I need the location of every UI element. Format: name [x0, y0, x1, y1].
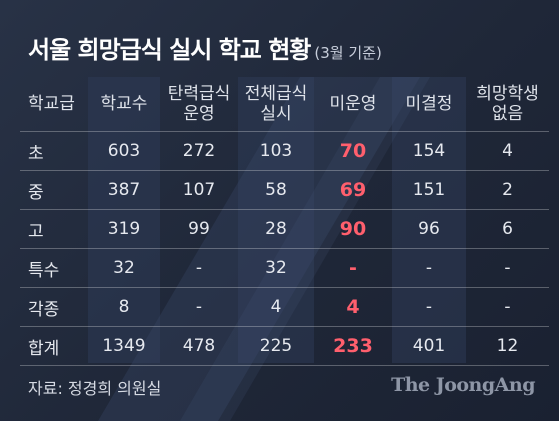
- table-row: 중 387 107 58 69 151 2: [20, 170, 549, 210]
- row-label: 특수: [28, 260, 60, 281]
- brand-logo: The JoongAng: [391, 374, 535, 396]
- table-cell: 319: [107, 219, 141, 239]
- column-header: 탄력급식 운영: [167, 84, 231, 124]
- title-subtitle: (3월 기준): [314, 44, 382, 62]
- table-header-row: 학교급 학교수 탄력급식 운영 전체급식 실시 미운영 미결정 희망학생 없음: [20, 77, 549, 132]
- table-cell: 103: [259, 141, 293, 161]
- table-cell: 4: [502, 141, 513, 161]
- table-cell: -: [425, 258, 433, 278]
- highlight-cell: 90: [339, 218, 367, 240]
- table-cell: 401: [412, 336, 446, 356]
- highlight-cell: 69: [339, 179, 367, 201]
- table-row: 합계 1349 478 225 233 401 12: [20, 326, 549, 366]
- highlight-cell: 70: [339, 140, 367, 162]
- table-cell: 28: [265, 219, 287, 239]
- table-cell: 2: [502, 180, 513, 200]
- table-cell: -: [425, 297, 433, 317]
- table-cell: 12: [496, 336, 519, 356]
- table-cell: 8: [118, 297, 130, 317]
- highlight-cell: 4: [346, 296, 360, 318]
- column-header: 미결정: [405, 94, 453, 114]
- column-band-undecided: [392, 77, 466, 363]
- row-label: 합계: [28, 338, 60, 359]
- column-header: 희망학생 없음: [476, 84, 539, 124]
- column-band-school-count: [88, 77, 160, 363]
- title-text: 서울 희망급식 실시 학교 현황: [28, 36, 311, 64]
- table-cell: 58: [265, 180, 287, 200]
- highlight-cell: 233: [333, 335, 373, 357]
- chart-title: 서울 희망급식 실시 학교 현황 (3월 기준): [28, 30, 382, 65]
- table-cell: 603: [107, 141, 141, 161]
- table-cell: 32: [265, 258, 287, 278]
- table-cell: 4: [270, 297, 282, 317]
- table-cell: 478: [182, 336, 216, 356]
- table-cell: 225: [259, 336, 293, 356]
- diagonal-band-light: [180, 77, 430, 421]
- column-band-full-meal: [238, 77, 314, 363]
- source-note: 자료: 정경희 의원실: [28, 379, 162, 398]
- table-cell: 107: [182, 180, 216, 200]
- row-label: 각종: [28, 299, 60, 320]
- table-cell: 6: [502, 219, 513, 239]
- table-row: 초 603 272 103 70 154 4: [20, 131, 549, 171]
- table-row: 고 319 99 28 90 96 6: [20, 209, 549, 249]
- column-header: 전체급식 실시: [244, 84, 308, 124]
- column-header: 학교급: [28, 94, 75, 114]
- table-cell: 154: [412, 141, 446, 161]
- table-cell: 387: [107, 180, 141, 200]
- diagonal-band: [98, 77, 420, 421]
- table-body: 초 603 272 103 70 154 4 중 387 107 58 69 151 2 고 319 99 28 9…: [20, 131, 549, 366]
- row-label: 초: [28, 143, 44, 164]
- data-table: 학교급 학교수 탄력급식 운영 전체급식 실시 미운영 미결정 희망학생 없음 초 603 272 10…: [20, 77, 549, 366]
- column-header: 미운영: [329, 94, 377, 114]
- column-header: 학교수: [100, 94, 148, 114]
- table-row: 특수 32 - 32 - - -: [20, 248, 549, 288]
- table-cell: -: [195, 297, 203, 317]
- table-cell: -: [195, 258, 203, 278]
- table-cell: -: [504, 297, 511, 317]
- table-cell: 99: [188, 219, 210, 239]
- table-cell: 96: [418, 219, 440, 239]
- row-label: 중: [28, 182, 44, 203]
- table-cell: 151: [412, 180, 446, 200]
- highlight-cell: -: [349, 257, 357, 279]
- table-cell: 272: [182, 141, 216, 161]
- row-label: 고: [28, 221, 44, 242]
- table-cell: -: [504, 258, 511, 278]
- table-row: 각종 8 - 4 4 - -: [20, 287, 549, 327]
- table-cell: 1349: [102, 336, 146, 356]
- table-cell: 32: [113, 258, 135, 278]
